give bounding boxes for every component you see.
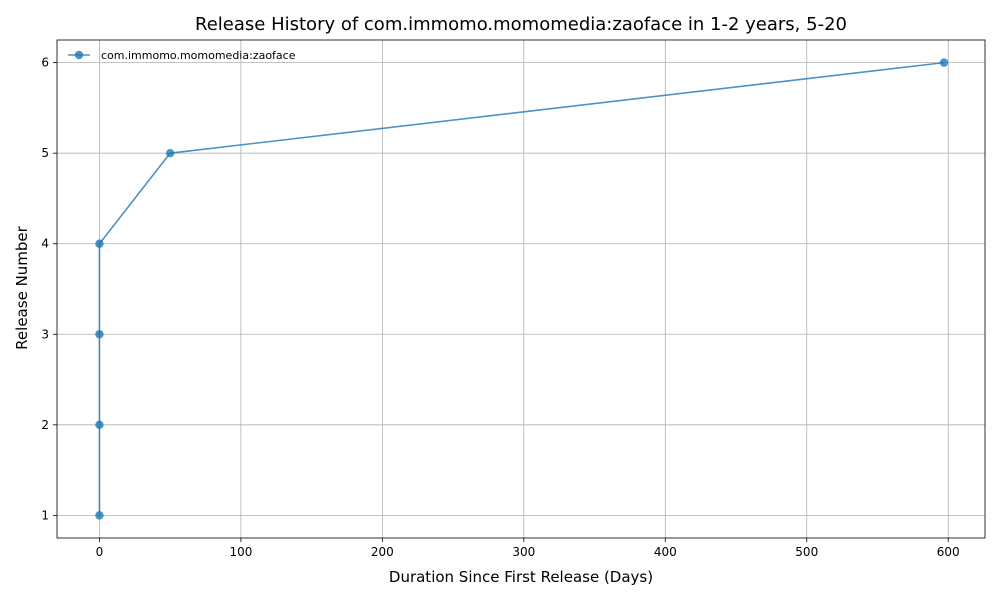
- y-tick-label: 3: [41, 327, 49, 341]
- y-tick-label: 1: [41, 508, 49, 522]
- y-tick-label: 2: [41, 418, 49, 432]
- legend: com.immomo.momomedia:zaoface: [68, 49, 296, 62]
- data-point: [165, 148, 175, 158]
- x-tick-label: 0: [96, 545, 104, 559]
- x-tick-label: 400: [654, 545, 677, 559]
- series-layer: [95, 58, 949, 520]
- x-tick-label: 200: [371, 545, 394, 559]
- x-tick-label: 300: [512, 545, 535, 559]
- series-line: [98, 61, 945, 516]
- y-tick-label: 4: [41, 237, 49, 251]
- chart-title: Release History of com.immomo.momomedia:…: [195, 14, 847, 35]
- legend-marker: [74, 50, 84, 60]
- data-point: [95, 330, 104, 339]
- y-tick-label: 6: [41, 56, 49, 70]
- x-tick-label: 100: [229, 545, 252, 559]
- x-tick-label: 500: [795, 545, 818, 559]
- data-point: [95, 420, 104, 430]
- x-tick-label: 600: [937, 545, 960, 559]
- y-tick-label: 5: [41, 146, 49, 160]
- legend-label: com.immomo.momomedia:zaoface: [101, 49, 296, 62]
- data-point: [939, 58, 949, 67]
- axes: 0 100 200 300 400 500 600 1 2 3 4 5 6: [41, 39, 986, 559]
- plot-frame: [56, 39, 986, 539]
- data-point: [95, 511, 104, 520]
- grid-lines: [57, 40, 985, 538]
- data-point: [95, 239, 104, 248]
- x-axis-label: Duration Since First Release (Days): [389, 568, 653, 586]
- y-axis-label: Release Number: [13, 225, 31, 349]
